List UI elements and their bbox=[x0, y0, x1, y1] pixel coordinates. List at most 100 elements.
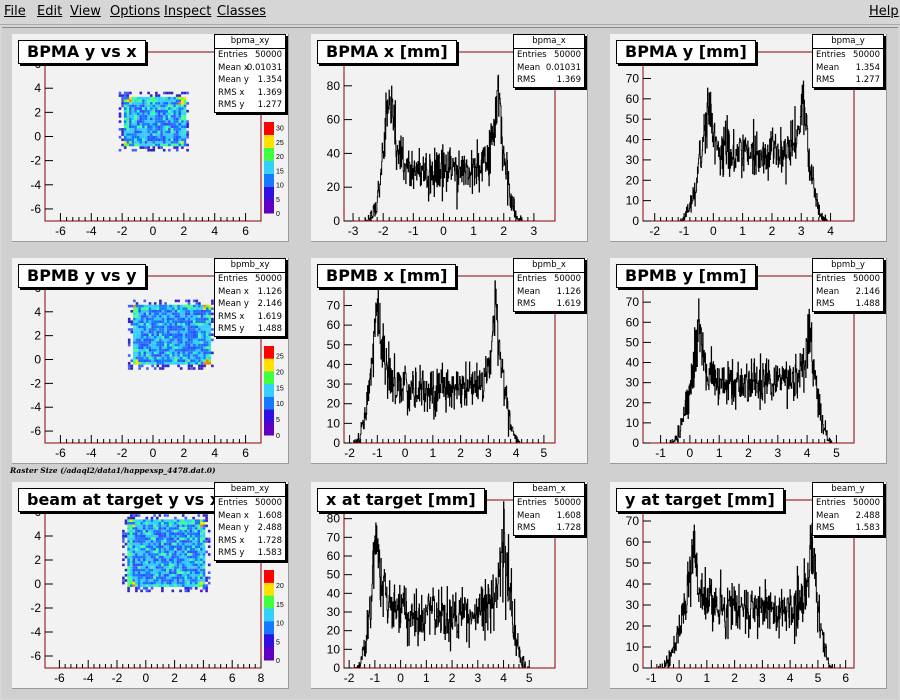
heatmap-cell bbox=[181, 122, 184, 126]
menu-view[interactable]: View bbox=[70, 4, 101, 19]
heatmap-cell bbox=[197, 527, 201, 530]
pad-bpma_xy[interactable]: 0 5 10 15 20 25 30 -6 -4 -2 0 2 4 6 -6 -4 -2 0 2 4 6 BPMA y v… bbox=[12, 34, 289, 242]
heatmap-cell bbox=[181, 535, 185, 538]
menu-file-label: File bbox=[4, 4, 26, 19]
heatmap-cell bbox=[135, 529, 138, 533]
heatmap-cell bbox=[175, 135, 179, 139]
heatmap-cell bbox=[158, 581, 162, 585]
heatmap-cell bbox=[138, 354, 141, 357]
stats-row: Mean 2.146 bbox=[813, 286, 883, 299]
heatmap-cell bbox=[166, 333, 170, 336]
heatmap-cell bbox=[174, 568, 177, 572]
heatmap-cell bbox=[140, 545, 143, 548]
menu-options[interactable]: Options bbox=[110, 4, 160, 19]
menu-classes[interactable]: Classes bbox=[217, 4, 266, 19]
heatmap-cell bbox=[159, 307, 162, 310]
heatmap-cell bbox=[162, 102, 166, 105]
heatmap-cell bbox=[187, 563, 190, 567]
pad-beam_xy[interactable]: 0 5 10 15 20 -6 -4 -2 0 2 4 6 8 -6 -4 -2 0 2 4 6 beam at tar… bbox=[12, 482, 289, 689]
heatmap-cell bbox=[189, 548, 193, 551]
palette-segment bbox=[264, 148, 274, 151]
heatmap-cell bbox=[140, 542, 143, 546]
heatmap-cell bbox=[132, 516, 136, 520]
heatmap-cell bbox=[192, 576, 195, 580]
heatmap-cell bbox=[197, 524, 201, 528]
pad-beam_x[interactable]: -2-10123450102030405060708090x at target… bbox=[311, 482, 588, 689]
heatmap-cell bbox=[182, 328, 186, 331]
heatmap-cell bbox=[129, 514, 133, 517]
heatmap-cell bbox=[202, 579, 206, 582]
heatmap-cell bbox=[175, 117, 179, 121]
heatmap-cell bbox=[150, 576, 154, 580]
stats-box: bpmb_xy Entries 50000 Mean x 1.126 Mean y 2.14… bbox=[214, 258, 286, 337]
heatmap-cell bbox=[192, 550, 195, 554]
heatmap-cell bbox=[185, 323, 188, 326]
heatmap-cell bbox=[198, 351, 201, 355]
heatmap-cell bbox=[200, 341, 204, 344]
heatmap-cell bbox=[205, 328, 209, 331]
heatmap-cell bbox=[205, 584, 208, 587]
heatmap-cell bbox=[176, 537, 180, 541]
root-canvas[interactable]: 0 5 10 15 20 25 30 -6 -4 -2 0 2 4 6 -6 -4 -2 0 2 4 6 BPMA y v… bbox=[2, 27, 898, 699]
pad-beam_y[interactable]: -1012345601020304050607080y at target [m… bbox=[610, 482, 887, 689]
heatmap-cell bbox=[123, 143, 127, 147]
heatmap-cell bbox=[179, 542, 182, 546]
heatmap-cell bbox=[148, 581, 151, 585]
pad-bpma_y[interactable]: -2-10123401020304050607080BPMA y [mm]bpm… bbox=[610, 34, 887, 242]
heatmap-cell bbox=[164, 346, 167, 349]
heatmap-cell bbox=[153, 579, 156, 582]
heatmap-cell bbox=[140, 535, 143, 538]
heatmap-cell bbox=[181, 102, 184, 105]
heatmap-cell bbox=[184, 555, 188, 559]
heatmap-cell bbox=[145, 550, 149, 554]
heatmap-cell bbox=[187, 537, 190, 541]
heatmap-cell bbox=[208, 304, 212, 308]
heatmap-cell bbox=[173, 143, 176, 147]
heatmap-cell bbox=[200, 527, 203, 530]
heatmap-cell bbox=[136, 112, 140, 116]
heatmap-cell bbox=[148, 323, 152, 326]
heatmap-cell bbox=[129, 115, 132, 118]
heatmap-cell bbox=[127, 540, 130, 543]
y-tick-label: 50 bbox=[626, 112, 640, 126]
heatmap-cell bbox=[142, 584, 146, 587]
heatmap-cell bbox=[134, 117, 137, 121]
pad-bpma_x[interactable]: -3-2-10123020406080100BPMA x [mm]bpma_xE… bbox=[311, 34, 588, 242]
stats-value: 1.277 bbox=[257, 100, 282, 110]
stats-value: 1.126 bbox=[556, 286, 581, 297]
x-tick-label: -6 bbox=[55, 224, 66, 238]
heatmap-cell bbox=[135, 349, 139, 352]
stats-value: 1.277 bbox=[855, 75, 880, 85]
heatmap-cell bbox=[140, 328, 144, 331]
pad-bpmb_y[interactable]: -101234501020304050607080BPMB y [mm]bpmb… bbox=[610, 258, 887, 464]
heatmap-cell bbox=[153, 356, 157, 360]
heatmap-cell bbox=[174, 320, 178, 323]
heatmap-cell bbox=[187, 323, 191, 326]
heatmap-cell bbox=[182, 330, 186, 334]
heatmap-cell bbox=[168, 532, 172, 535]
heatmap-cell bbox=[160, 133, 163, 136]
heatmap-cell bbox=[171, 555, 175, 559]
pad-bpmb_x[interactable]: -2-101234501020304050607080BPMB x [mm]bp… bbox=[311, 258, 588, 464]
heatmap-cell bbox=[148, 542, 151, 546]
heatmap-cell bbox=[181, 545, 185, 548]
heatmap-cell bbox=[137, 568, 141, 572]
palette-tick-label: 20 bbox=[276, 369, 284, 376]
menu-help[interactable]: Help bbox=[869, 4, 899, 19]
menu-edit[interactable]: Edit bbox=[37, 4, 62, 19]
heatmap-cell bbox=[187, 328, 191, 331]
heatmap-cell bbox=[157, 120, 161, 123]
heatmap-cell bbox=[194, 540, 198, 543]
heatmap-cell bbox=[189, 576, 193, 580]
heatmap-cell bbox=[172, 315, 175, 318]
heatmap-cell bbox=[161, 566, 164, 569]
heatmap-cell bbox=[152, 148, 156, 152]
menu-file[interactable]: File bbox=[4, 4, 26, 19]
heatmap-cell bbox=[158, 522, 162, 525]
heatmap-cell bbox=[169, 336, 173, 339]
heatmap-cell bbox=[183, 143, 187, 147]
menu-inspect[interactable]: Inspect bbox=[164, 4, 211, 19]
heatmap-cell bbox=[144, 146, 148, 149]
